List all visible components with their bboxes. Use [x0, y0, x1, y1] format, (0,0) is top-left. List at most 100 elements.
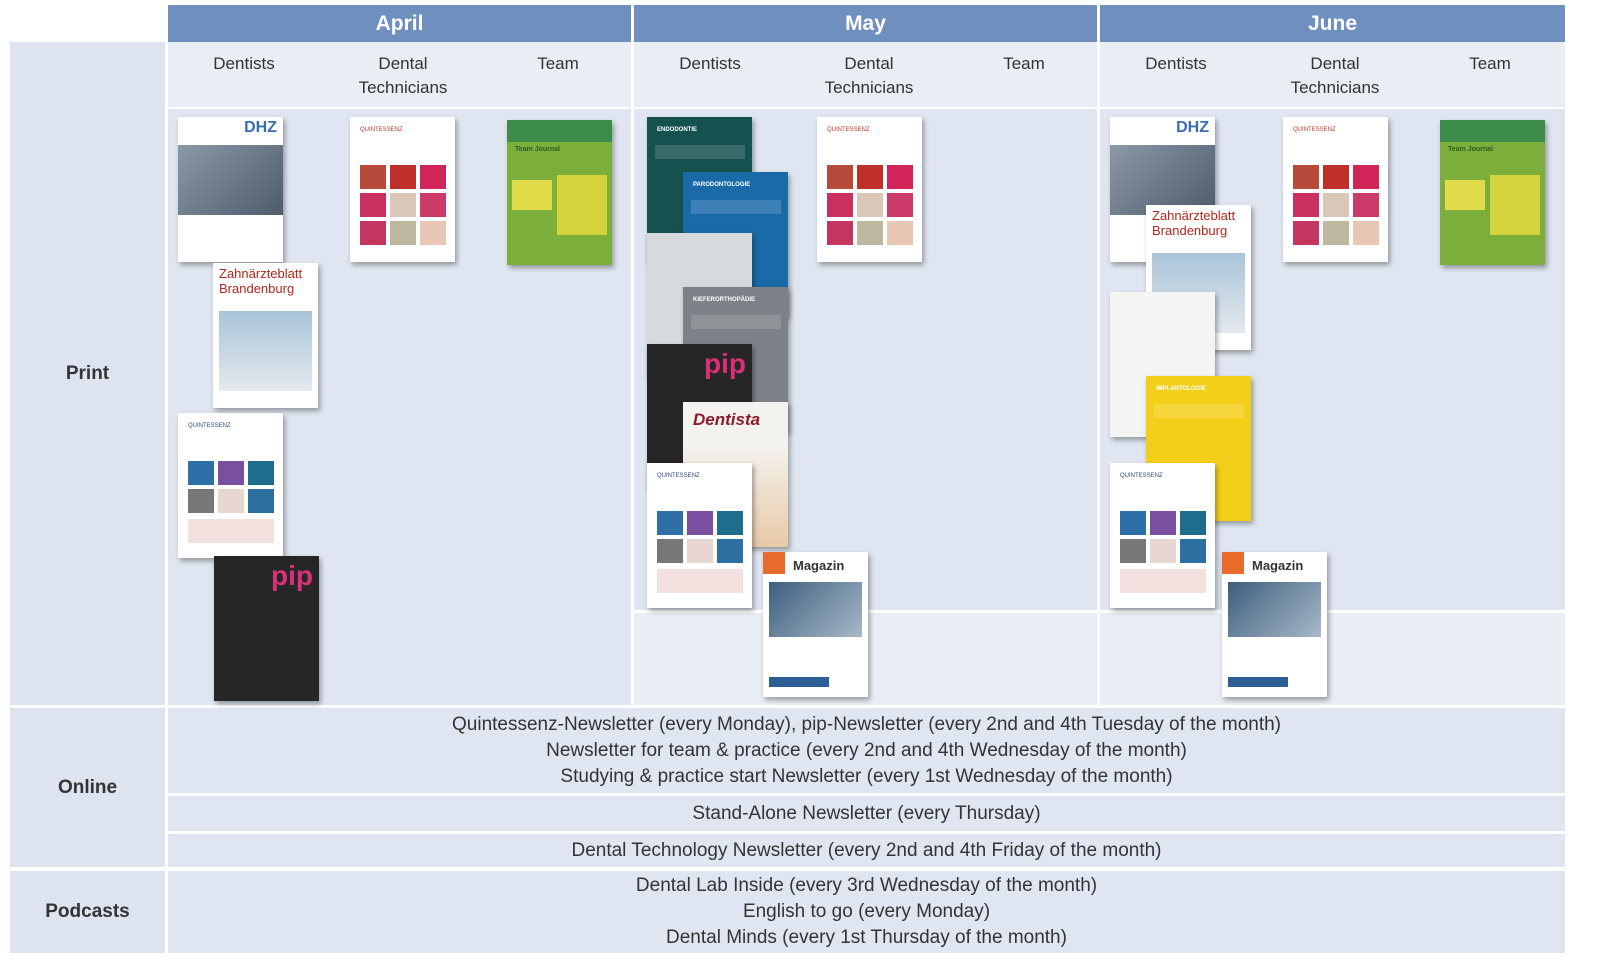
cover-image — [1353, 221, 1379, 245]
cover-image — [887, 193, 913, 217]
cover-image — [655, 145, 745, 159]
row-label: Print — [10, 42, 165, 705]
podcast-line: English to go (every Monday) — [742, 901, 991, 922]
cover-image — [507, 120, 612, 142]
cover-image — [219, 311, 312, 391]
subheader-cell: Dentists Dental Technicians Team — [168, 42, 631, 107]
audience-label: Dental Technicians — [358, 54, 448, 97]
cover-image — [390, 221, 416, 245]
cover-image — [248, 461, 274, 485]
cover-image — [1293, 221, 1319, 245]
cover-title: QUINTESSENZ — [827, 127, 870, 133]
online-cell: Stand-Alone Newsletter (every Thursday) — [168, 796, 1565, 831]
cover-image — [218, 489, 244, 513]
cover-image — [717, 539, 743, 563]
cover-title: Team Journal — [515, 146, 560, 153]
audience-label: Dental Technicians — [824, 54, 914, 97]
cover-image — [1323, 165, 1349, 189]
cover-title: DHZ — [1176, 119, 1209, 136]
cover-image — [1120, 569, 1206, 593]
cover-image — [1222, 552, 1244, 574]
cover-image — [1180, 511, 1206, 535]
cover-image — [1154, 404, 1244, 418]
cover-image — [1293, 165, 1319, 189]
audience-label: Team — [1003, 54, 1045, 73]
print-cell — [1100, 613, 1565, 705]
audience-label: Dentists — [679, 54, 741, 73]
cover-image — [687, 539, 713, 563]
cover-title: QUINTESSENZ — [1120, 473, 1163, 479]
cover-image — [512, 180, 552, 210]
cover-image — [360, 165, 386, 189]
magazine-cover: Team Journal — [507, 120, 612, 265]
magazine-cover: QUINTESSENZ — [178, 413, 283, 558]
cover-image — [1440, 120, 1545, 142]
cover-image — [1120, 539, 1146, 563]
cover-image — [360, 221, 386, 245]
magazine-cover: DHZ — [1110, 117, 1215, 262]
cover-image — [390, 165, 416, 189]
audience-label: Dentists — [213, 54, 275, 73]
cover-image — [360, 193, 386, 217]
magazine-cover: DHZ — [178, 117, 283, 262]
podcast-cell: Dental Lab Inside (every 3rd Wednesday o… — [168, 871, 1565, 953]
cover-title: Team Journal — [1448, 146, 1493, 153]
audience-label: Dentists — [1145, 54, 1207, 73]
cover-image — [887, 221, 913, 245]
cover-title: IMPLANTOLOGIE — [1156, 386, 1206, 392]
cover-image — [827, 193, 853, 217]
cover-image — [857, 193, 883, 217]
subheader-cell: Dentists Dental Technicians Team — [1100, 42, 1565, 107]
cover-title: KIEFERORTHOPÄDIE — [693, 297, 756, 303]
cover-image — [420, 221, 446, 245]
cover-title: Dentista — [693, 410, 761, 429]
cover-image — [1293, 193, 1319, 217]
cover-title: pip — [704, 348, 746, 379]
cover-image — [857, 165, 883, 189]
cover-image — [691, 200, 781, 214]
online-line: Stand-Alone Newsletter (every Thursday) — [692, 802, 1041, 824]
cover-image — [1120, 511, 1146, 535]
magazine-cover: Magazin — [1222, 552, 1327, 697]
cover-title: pip — [271, 560, 313, 591]
month-header: May — [634, 5, 1097, 42]
cover-image — [657, 539, 683, 563]
cover-image — [420, 193, 446, 217]
magazine-cover: QUINTESSENZ — [1283, 117, 1388, 262]
month-header: June — [1100, 5, 1565, 42]
online-line: Dental Technology Newsletter (every 2nd … — [571, 839, 1162, 861]
cover-image — [1110, 145, 1215, 215]
magazine-cover: QUINTESSENZ — [1110, 463, 1215, 608]
cover-title: Magazin — [1252, 558, 1304, 573]
cover-image — [657, 569, 743, 593]
cover-image — [769, 582, 862, 637]
magazine-cover: Magazin — [763, 552, 868, 697]
magazine-cover: QUINTESSENZ — [350, 117, 455, 262]
cover-image — [1323, 193, 1349, 217]
podcast-line: Dental Minds (every 1st Thursday of the … — [666, 927, 1067, 948]
online-cell: Dental Technology Newsletter (every 2nd … — [168, 834, 1565, 867]
cover-image — [1228, 582, 1321, 637]
subheader-cell: Dentists Dental Technicians Team — [634, 42, 1097, 107]
cover-image — [557, 175, 607, 235]
online-line: Newsletter for team & practice (every 2n… — [546, 739, 1187, 761]
cover-title: QUINTESSENZ — [188, 423, 231, 429]
magazine-cover: QUINTESSENZ — [817, 117, 922, 262]
cover-title: Zahnärzteblatt Brandenburg — [219, 266, 303, 296]
cover-image — [1445, 180, 1485, 210]
cover-image — [1228, 677, 1288, 687]
cover-image — [1180, 539, 1206, 563]
magazine-cover: QUINTESSENZ — [647, 463, 752, 608]
audience-label: Team — [1469, 54, 1511, 73]
magazine-cover: Zahnärzteblatt Brandenburg — [213, 263, 318, 408]
online-cell: Quintessenz-Newsletter (every Monday), p… — [168, 708, 1565, 793]
cover-image — [1150, 511, 1176, 535]
cover-image — [763, 552, 785, 574]
cover-image — [691, 315, 781, 329]
cover-image — [1323, 221, 1349, 245]
cover-image — [420, 165, 446, 189]
cover-image — [390, 193, 416, 217]
cover-image — [857, 221, 883, 245]
cover-image — [887, 165, 913, 189]
